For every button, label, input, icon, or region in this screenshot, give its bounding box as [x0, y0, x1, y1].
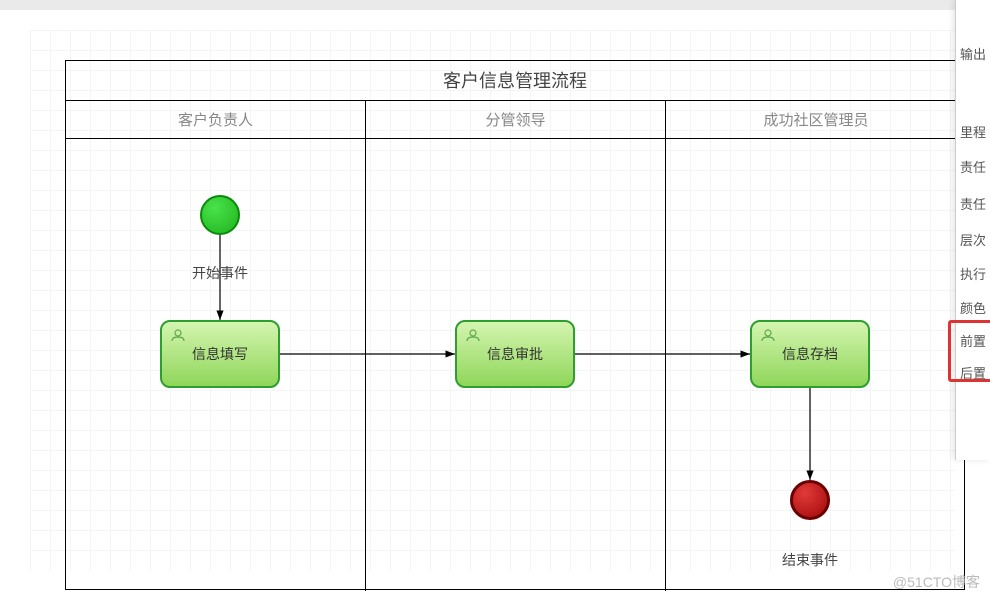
user-task-icon [170, 328, 186, 342]
watermark: @51CTO博客 [893, 572, 980, 592]
property-row[interactable]: 责任 [960, 157, 986, 176]
pool-title: 客户信息管理流程 [66, 61, 964, 101]
task-label: 信息审批 [487, 344, 543, 364]
task-node[interactable]: 信息填写 [160, 320, 280, 388]
toolbar-strip [0, 0, 990, 10]
start-event[interactable] [200, 195, 240, 235]
property-row[interactable]: 层次 [960, 230, 986, 249]
task-node[interactable]: 信息审批 [455, 320, 575, 388]
start-event-label: 开始事件 [175, 263, 265, 283]
property-row[interactable]: 执行 [960, 264, 986, 283]
diagram-canvas[interactable]: 客户信息管理流程 客户负责人分管领导成功社区管理员 信息填写信息审批信息存档开始… [30, 30, 955, 570]
lane-header: 客户负责人 [66, 101, 366, 138]
property-row[interactable]: 颜色 [960, 298, 986, 317]
user-task-icon [465, 328, 481, 342]
lane-header: 分管领导 [366, 101, 666, 138]
end-event[interactable] [790, 480, 830, 520]
task-label: 信息存档 [782, 344, 838, 364]
task-node[interactable]: 信息存档 [750, 320, 870, 388]
end-event-label: 结束事件 [765, 550, 855, 570]
user-task-icon [760, 328, 776, 342]
property-row[interactable]: 责任 [960, 194, 986, 213]
lane-header: 成功社区管理员 [666, 101, 966, 138]
property-row[interactable]: 输出 [960, 44, 986, 63]
properties-panel[interactable]: 输出里程责任责任层次执行颜色前置后置 [955, 0, 990, 460]
property-row[interactable]: 里程 [960, 122, 986, 141]
lane-header-row: 客户负责人分管领导成功社区管理员 [66, 101, 964, 139]
highlight-box [948, 320, 990, 382]
task-label: 信息填写 [192, 344, 248, 364]
